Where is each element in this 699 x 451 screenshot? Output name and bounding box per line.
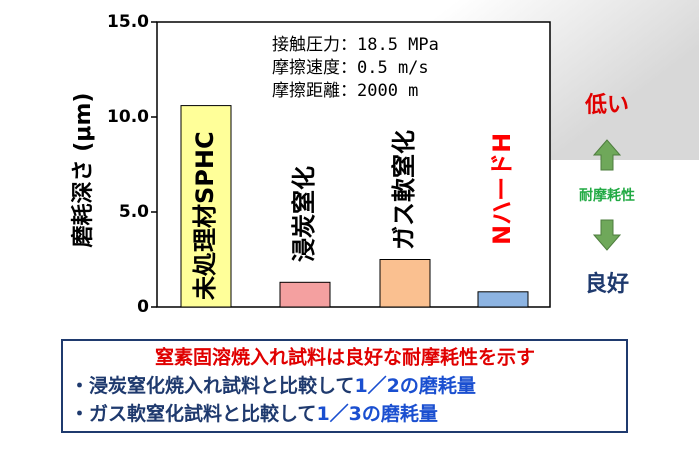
bar bbox=[180, 105, 232, 308]
y-tick-label: 0 bbox=[137, 297, 149, 317]
summary-text: ・浸炭窒化焼入れ試料と比較して bbox=[70, 374, 354, 397]
summary-title: 窒素固溶焼入れ試料は良好な耐摩耗性を示す bbox=[155, 346, 535, 369]
category-label: ガス軟窒化 bbox=[390, 130, 418, 250]
bar bbox=[379, 259, 431, 308]
y-tick-label: 5.0 bbox=[119, 202, 149, 222]
summary-text: ・ガス軟窒化試料と比較して bbox=[70, 402, 316, 425]
annotation: 接触圧力：18.5 MPa bbox=[272, 35, 439, 55]
arrow-down bbox=[592, 219, 622, 251]
y-axis-label: 磨耗深さ (μm) bbox=[70, 93, 96, 248]
side-label-bottom: 良好 bbox=[585, 271, 629, 297]
bar bbox=[477, 291, 529, 308]
annotation: 摩擦距離：2000 m bbox=[272, 81, 418, 101]
y-tick-label: 15.0 bbox=[107, 12, 149, 32]
side-label-top: 低い bbox=[584, 93, 629, 118]
summary-line: ・ガス軟窒化試料と比較して1／3の磨耗量 bbox=[70, 402, 438, 425]
y-tick-label: 10.0 bbox=[107, 107, 149, 127]
arrow-up bbox=[592, 139, 622, 171]
category-label: NハードH bbox=[488, 133, 516, 245]
annotation: 摩擦速度：0.5 m/s bbox=[272, 58, 429, 78]
summary-line: ・浸炭窒化焼入れ試料と比較して1／2の磨耗量 bbox=[70, 374, 476, 397]
summary-emphasis: 1／2の磨耗量 bbox=[354, 374, 475, 397]
summary-box bbox=[61, 339, 628, 433]
side-label-middle: 耐摩耗性 bbox=[579, 187, 635, 204]
category-label: 浸炭窒化 bbox=[290, 166, 318, 262]
category-label: 未処理材SPHC bbox=[191, 131, 219, 300]
bar bbox=[279, 281, 331, 308]
summary-emphasis: 1／3の磨耗量 bbox=[316, 402, 437, 425]
